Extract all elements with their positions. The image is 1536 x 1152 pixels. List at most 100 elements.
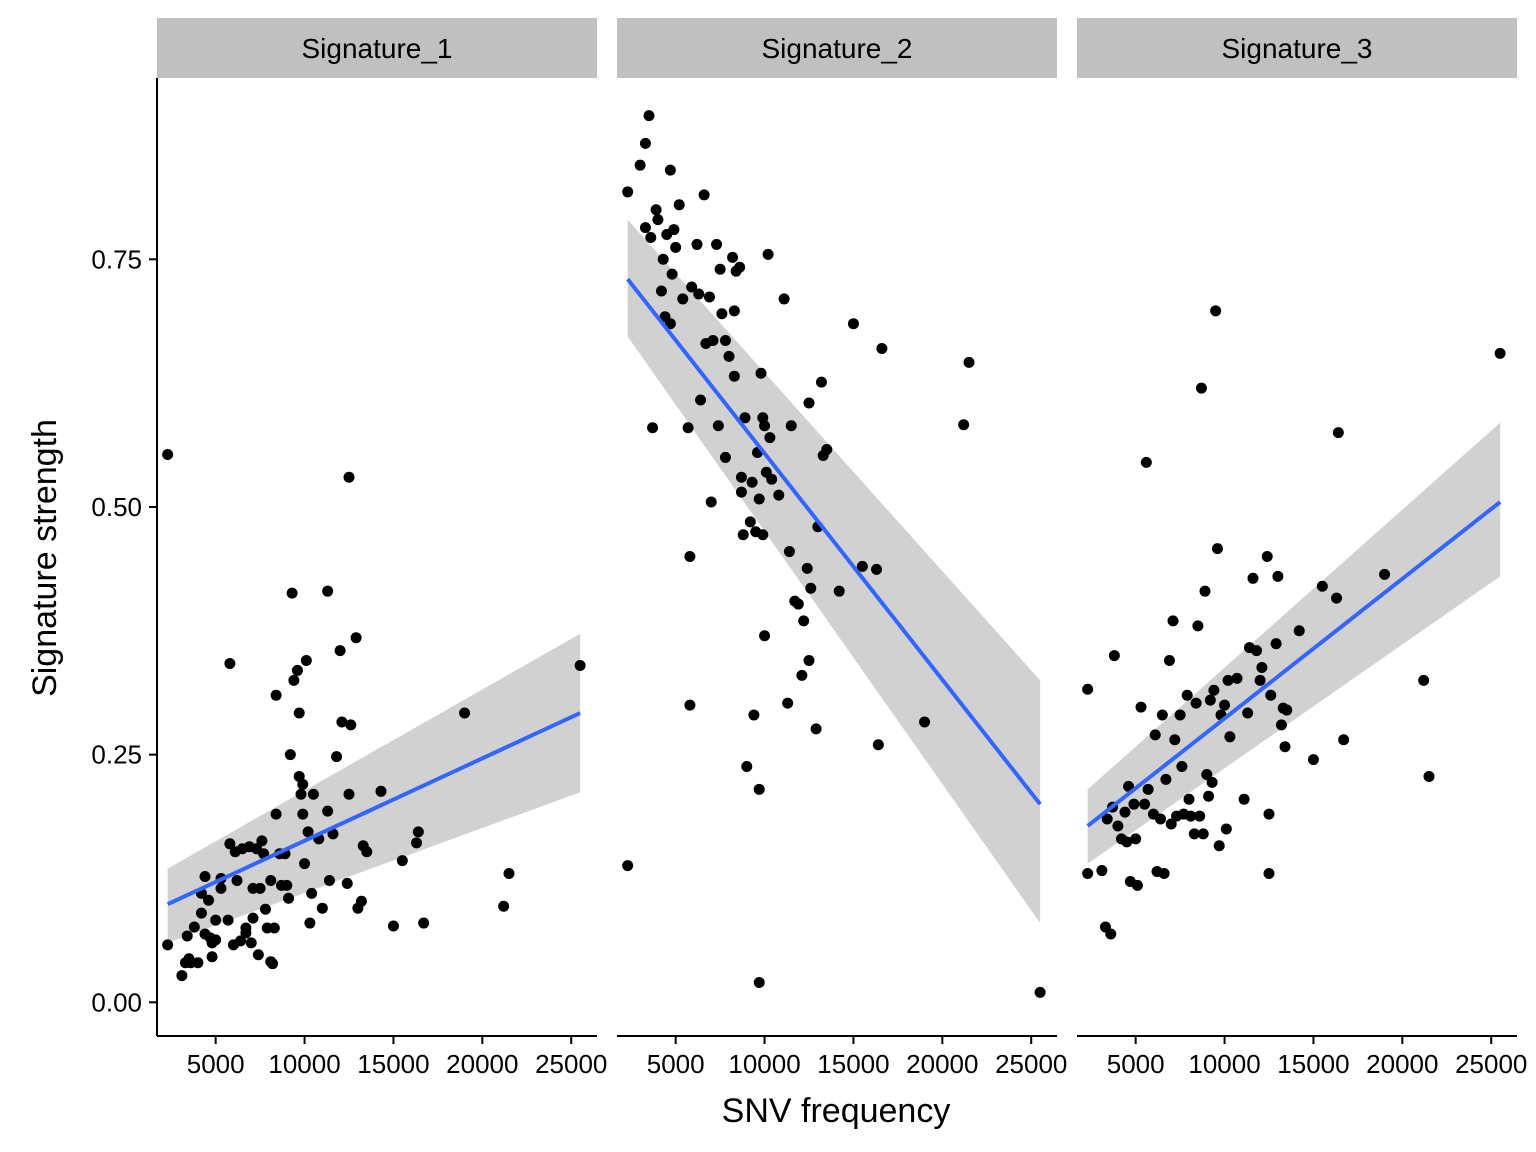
y-axis-title: Signature strength <box>26 419 64 697</box>
data-point <box>224 838 236 850</box>
data-point <box>735 486 747 498</box>
data-point <box>622 860 634 872</box>
data-point <box>1155 813 1167 825</box>
data-point <box>350 632 362 644</box>
data-point <box>256 835 268 847</box>
data-point <box>735 471 747 483</box>
data-point <box>958 419 970 431</box>
data-point <box>206 951 218 963</box>
data-point <box>719 451 731 463</box>
data-point <box>291 664 303 676</box>
data-point <box>723 350 735 362</box>
data-point <box>703 291 715 303</box>
data-point <box>1185 810 1197 822</box>
data-point <box>188 921 200 933</box>
data-point <box>677 293 689 305</box>
data-point <box>712 420 724 432</box>
data-point <box>1160 773 1172 785</box>
data-point <box>498 900 510 912</box>
data-point <box>657 253 669 265</box>
x-tick-label: 5000 <box>187 1049 245 1079</box>
regression-line <box>626 277 1042 806</box>
data-point <box>302 826 314 838</box>
data-point <box>375 785 387 797</box>
data-point <box>1192 620 1204 632</box>
data-point <box>856 560 868 572</box>
strip-label: Signature_1 <box>301 33 452 64</box>
data-point <box>1238 793 1250 805</box>
data-point <box>283 892 295 904</box>
data-point <box>343 471 355 483</box>
data-point <box>1272 570 1284 582</box>
data-point <box>222 914 234 926</box>
x-tick-label: 10000 <box>1188 1049 1260 1079</box>
data-point <box>698 189 710 201</box>
confidence-band <box>627 219 1041 924</box>
x-tick-label: 20000 <box>906 1049 978 1079</box>
data-point <box>876 342 888 354</box>
data-point <box>757 529 769 541</box>
data-point <box>1165 818 1177 830</box>
data-point <box>1101 813 1113 825</box>
data-point <box>668 224 680 236</box>
data-point <box>762 248 774 260</box>
strip-label: Signature_2 <box>761 33 912 64</box>
data-point <box>1211 543 1223 555</box>
data-point <box>1142 783 1154 795</box>
data-point <box>336 716 348 728</box>
data-point <box>693 288 705 300</box>
data-point <box>798 615 810 627</box>
data-point <box>293 707 305 719</box>
strip-background <box>617 18 1057 78</box>
data-point <box>254 882 266 894</box>
regression-line <box>1086 500 1502 828</box>
data-point <box>199 870 211 882</box>
data-point <box>341 877 353 889</box>
data-point <box>792 598 804 610</box>
data-point <box>240 922 252 934</box>
data-point <box>670 241 682 253</box>
data-point <box>306 887 318 899</box>
data-point <box>1149 729 1161 741</box>
data-point <box>1199 585 1211 597</box>
data-point <box>1139 798 1151 810</box>
data-point <box>728 370 740 382</box>
data-point <box>323 874 335 886</box>
data-point <box>1140 456 1152 468</box>
data-point <box>1176 761 1188 773</box>
data-point <box>1174 709 1186 721</box>
data-point <box>247 912 259 924</box>
data-point <box>1119 806 1131 818</box>
data-point <box>322 585 334 597</box>
data-point <box>815 376 827 388</box>
data-point <box>1224 731 1236 743</box>
data-point <box>297 778 309 790</box>
x-tick-label: 20000 <box>446 1049 518 1079</box>
data-point <box>1256 661 1268 673</box>
data-point <box>355 895 367 907</box>
data-point <box>1194 810 1206 822</box>
data-point <box>1208 684 1220 696</box>
data-point <box>1331 592 1343 604</box>
data-point <box>1219 699 1231 711</box>
data-point <box>1275 719 1287 731</box>
data-point <box>265 874 277 886</box>
data-point <box>705 496 717 508</box>
data-point <box>757 412 769 424</box>
data-point <box>210 914 222 926</box>
data-point <box>396 855 408 867</box>
data-point <box>1158 868 1170 880</box>
data-point <box>284 749 296 761</box>
data-point <box>764 432 776 444</box>
data-point <box>686 281 698 293</box>
data-point <box>1204 694 1216 706</box>
x-tick-label: 5000 <box>1107 1049 1165 1079</box>
data-point <box>847 318 859 330</box>
data-point <box>215 882 227 894</box>
data-point <box>801 562 813 574</box>
data-point <box>711 238 723 250</box>
confidence-band <box>167 633 581 943</box>
x-tick-label: 5000 <box>647 1049 705 1079</box>
data-point <box>734 261 746 273</box>
data-point <box>387 920 399 932</box>
